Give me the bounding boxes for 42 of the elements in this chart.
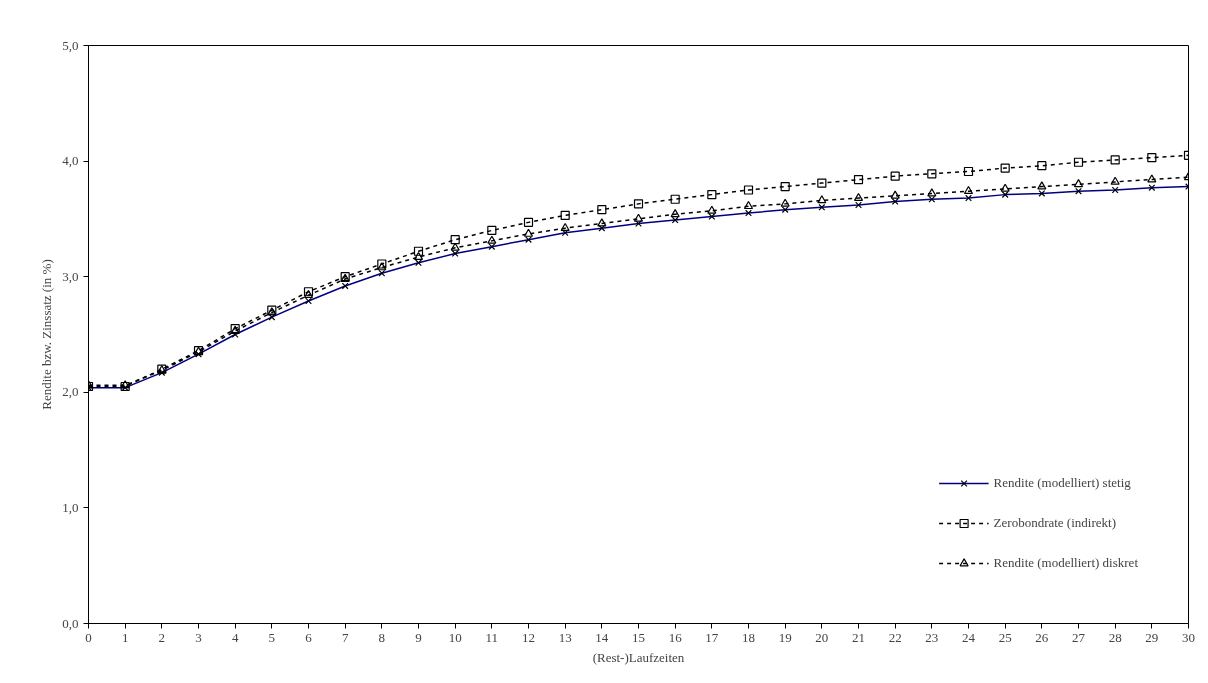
y-tick-label: 3,0 <box>62 268 79 284</box>
x-tick-label: 16 <box>668 629 683 645</box>
x-tick-label: 1 <box>121 629 129 645</box>
x-tick-label: 11 <box>485 629 499 645</box>
x-tick-label: 13 <box>558 629 572 645</box>
y-axis-title: Rendite bzw. Zinssatz (in %) <box>39 259 55 410</box>
x-tick-label: 30 <box>1182 629 1195 645</box>
legend-label: Zerobondrate (indirekt) <box>993 515 1116 531</box>
y-tick-label: 4,0 <box>62 153 79 169</box>
x-tick-label: 10 <box>448 629 462 645</box>
legend-label: Rendite (modelliert) diskret <box>993 555 1138 571</box>
x-tick-label: 6 <box>305 629 313 645</box>
x-tick-label: 21 <box>852 629 865 645</box>
x-tick-label: 29 <box>1145 629 1159 645</box>
y-tick-label: 0,0 <box>62 615 79 631</box>
x-tick-label: 12 <box>522 629 535 645</box>
x-tick-label: 22 <box>888 629 902 645</box>
x-tick-label: 23 <box>925 629 939 645</box>
y-tick-label: 2,0 <box>62 384 79 400</box>
x-tick-label: 4 <box>231 629 239 645</box>
x-tick-label: 26 <box>1035 629 1049 645</box>
x-tick-label: 9 <box>415 629 422 645</box>
x-tick-label: 8 <box>378 629 386 645</box>
x-tick-label: 25 <box>998 629 1012 645</box>
x-tick-label: 14 <box>595 629 609 645</box>
x-tick-label: 20 <box>815 629 829 645</box>
x-tick-label: 18 <box>742 629 755 645</box>
y-tick-label: 5,0 <box>62 37 79 53</box>
x-tick-label: 17 <box>705 629 719 645</box>
y-tick-label: 1,0 <box>62 499 79 515</box>
x-tick-label: 15 <box>632 629 645 645</box>
x-tick-label: 7 <box>341 629 349 645</box>
x-tick-label: 28 <box>1108 629 1122 645</box>
x-axis-title: (Rest-)Laufzeiten <box>592 649 685 665</box>
x-tick-label: 3 <box>195 629 202 645</box>
x-tick-label: 19 <box>778 629 792 645</box>
x-tick-label: 24 <box>962 629 976 645</box>
x-tick-label: 0 <box>85 629 92 645</box>
x-tick-label: 2 <box>158 629 166 645</box>
x-tick-label: 27 <box>1072 629 1086 645</box>
x-tick-label: 5 <box>268 629 276 645</box>
legend-label: Rendite (modelliert) stetig <box>993 475 1131 491</box>
